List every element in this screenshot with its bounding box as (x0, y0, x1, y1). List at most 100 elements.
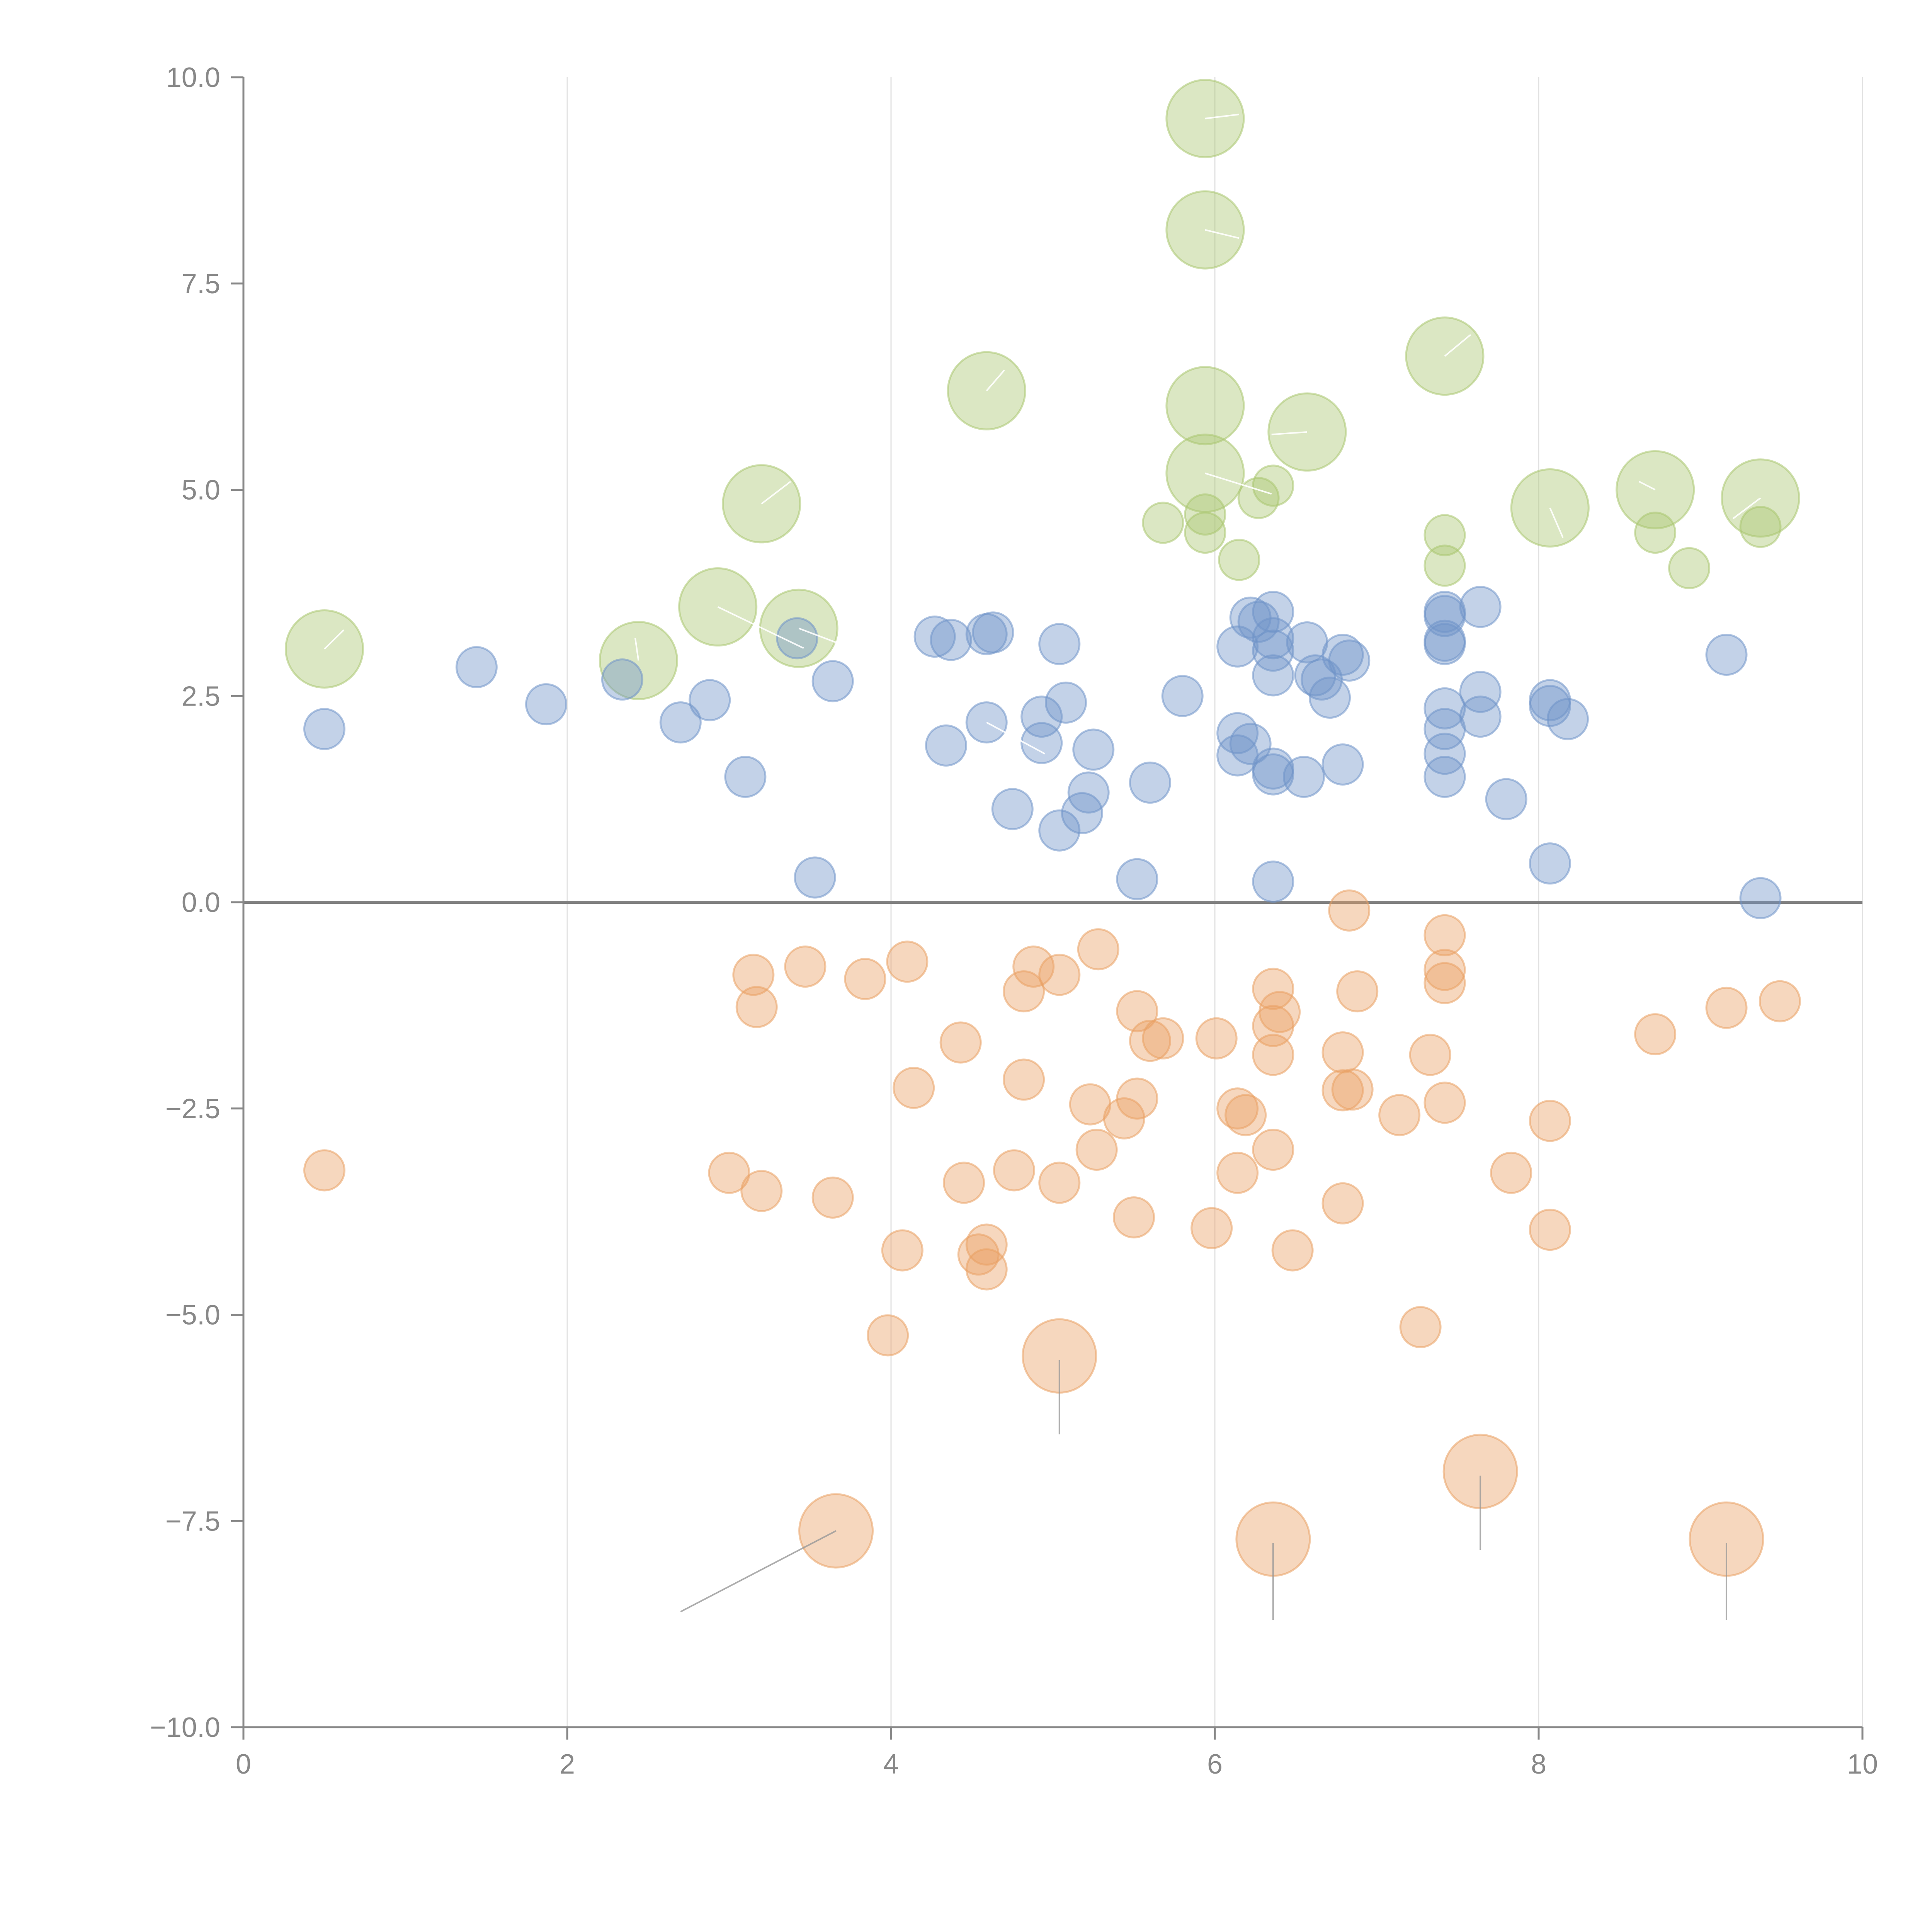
leader-line-15 (680, 1530, 837, 1612)
blue-point-26 (1129, 761, 1171, 804)
orange-point-24 (1075, 1129, 1118, 1171)
orange-point-52 (1423, 1082, 1466, 1124)
orange-point-59 (1634, 1013, 1677, 1056)
orange-point-27 (1113, 1196, 1155, 1239)
green-point-16 (1237, 477, 1280, 519)
blue-point-45 (1282, 755, 1325, 798)
blue-point-1 (455, 646, 498, 689)
orange-point-35 (1216, 1087, 1259, 1130)
green-point-21 (1423, 514, 1466, 556)
orange-point-43 (1321, 1182, 1364, 1225)
orange-point-21 (1038, 954, 1081, 996)
y-tick-label-3: 2.5 (182, 681, 220, 712)
orange-point-20 (1012, 946, 1055, 988)
blue-point-10 (913, 616, 956, 658)
blue-point-6 (724, 755, 767, 798)
green-point-23 (1634, 512, 1677, 554)
x-tick-label-1: 2 (560, 1749, 575, 1780)
leader-line-9 (1549, 507, 1564, 538)
orange-point-47 (1336, 970, 1379, 1013)
blue-point-60 (1485, 778, 1527, 820)
green-point-17 (1184, 493, 1226, 536)
x-tick-label-5: 10 (1847, 1749, 1878, 1780)
leader-line-1 (1205, 229, 1240, 239)
orange-point-46 (1321, 1031, 1364, 1074)
blue-point-25 (1116, 858, 1158, 900)
orange-point-10 (886, 940, 929, 983)
leader-line-5 (1205, 472, 1272, 495)
orange-point-32 (1190, 1207, 1233, 1249)
x-tick-label-2: 4 (883, 1749, 899, 1780)
blue-point-55 (1423, 733, 1466, 775)
blue-point-7 (776, 617, 818, 660)
x-tick-label-0: 0 (236, 1749, 251, 1780)
blue-point-5 (689, 679, 731, 721)
orange-point-61 (1759, 980, 1801, 1022)
leader-line-11 (798, 628, 843, 646)
orange-point-38 (1252, 1034, 1294, 1076)
blue-point-64 (1529, 842, 1571, 885)
blue-point-32 (1252, 617, 1294, 660)
y-tick-label-4: 0.0 (182, 887, 220, 918)
orange-point-37 (1252, 1129, 1294, 1171)
blue-point-39 (1252, 753, 1294, 796)
blue-point-48 (1321, 743, 1364, 786)
orange-point-1 (708, 1151, 750, 1194)
orange-point-11 (893, 1066, 935, 1109)
x-tick-label-4: 8 (1531, 1749, 1546, 1780)
orange-point-34 (1216, 1151, 1259, 1194)
green-point-19 (1142, 502, 1184, 544)
orange-point-50 (1399, 1306, 1442, 1349)
y-tick-label-0: 10.0 (166, 62, 220, 93)
data-points (285, 79, 1801, 1577)
blue-point-46 (1321, 634, 1364, 676)
blue-point-0 (303, 708, 345, 750)
orange-point-58 (1529, 1209, 1571, 1251)
orange-point-22 (1038, 1162, 1081, 1204)
green-point-22 (1423, 544, 1466, 587)
green-point-25 (1668, 547, 1711, 589)
leader-line-13 (634, 638, 639, 661)
y-tick-label-7: −7.5 (165, 1506, 220, 1537)
orange-point-60 (1705, 986, 1748, 1029)
orange-point-17 (993, 1149, 1035, 1192)
blue-point-14 (972, 611, 1014, 654)
blue-point-37 (1216, 734, 1259, 777)
orange-point-28 (1116, 1077, 1158, 1120)
green-point-4 (1165, 366, 1245, 446)
orange-point-13 (943, 1162, 985, 1204)
leader-line-7 (1732, 497, 1761, 519)
blue-point-44 (1308, 677, 1351, 719)
orange-point-51 (1409, 1034, 1451, 1076)
orange-point-31 (1142, 1017, 1184, 1060)
blue-point-23 (1061, 792, 1103, 834)
orange-point-6 (811, 1176, 854, 1219)
blue-point-59 (1459, 696, 1502, 738)
orange-point-12 (939, 1021, 982, 1064)
blue-point-62 (1529, 685, 1571, 727)
green-point-20 (1218, 539, 1260, 581)
blue-point-63 (1546, 698, 1589, 740)
blue-point-12 (925, 724, 967, 767)
blue-point-3 (601, 658, 643, 701)
orange-point-57 (1529, 1100, 1571, 1142)
y-tick-label-5: −2.5 (165, 1094, 220, 1124)
orange-point-33 (1195, 1017, 1238, 1060)
y-tick-label-6: −5.0 (165, 1300, 220, 1331)
blue-point-40 (1252, 861, 1294, 903)
orange-point-56 (1490, 1151, 1532, 1194)
green-point-24 (1739, 506, 1782, 548)
orange-point-16 (965, 1248, 1008, 1291)
blue-point-20 (1045, 681, 1087, 724)
leader-line-8 (761, 481, 791, 505)
y-tick-label-1: 7.5 (182, 269, 220, 299)
orange-point-7 (844, 958, 886, 1000)
leader-line-2 (1444, 334, 1471, 357)
leader-line-0 (1205, 114, 1240, 119)
blue-point-8 (794, 856, 836, 899)
axes: 0 2 4 6 8 10 10.0 7.5 5.0 2.5 0.0 −2.5 −5.0 −7.5 −10.0 (150, 62, 1878, 1780)
orange-point-36 (1225, 1094, 1267, 1136)
blue-point-19 (1038, 623, 1081, 665)
blue-point-28 (1216, 625, 1259, 668)
